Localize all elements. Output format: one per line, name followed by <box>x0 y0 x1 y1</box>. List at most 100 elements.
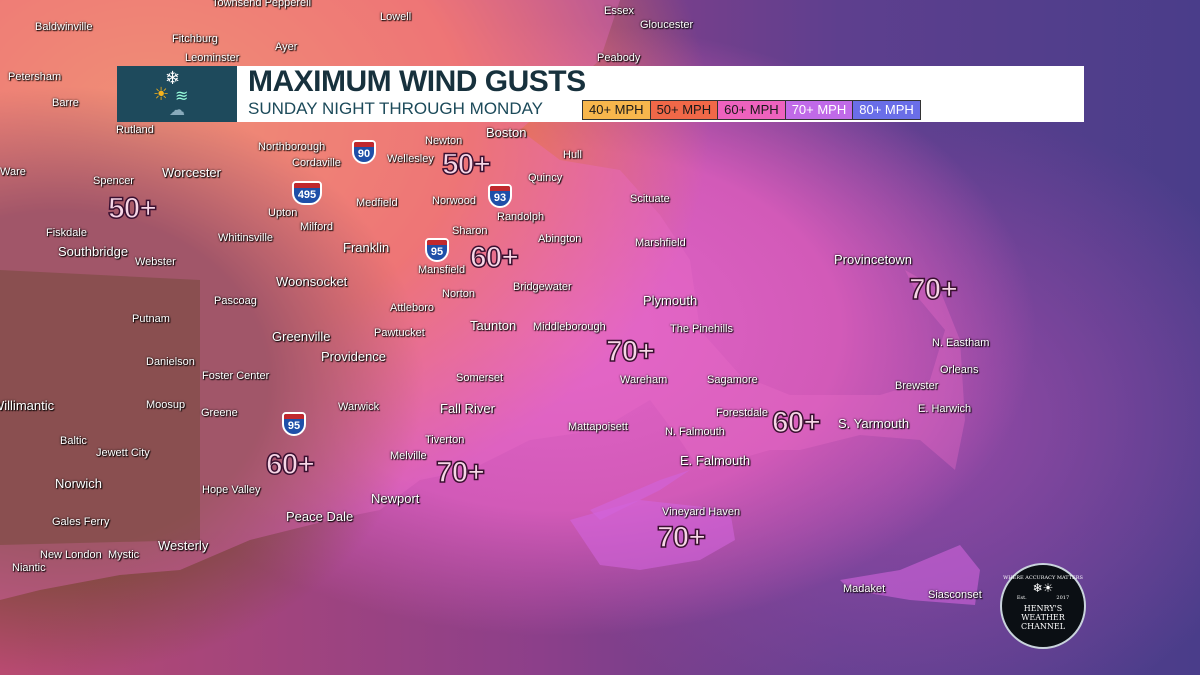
city-label: Gloucester <box>640 19 694 31</box>
city-label: Norton <box>442 288 476 300</box>
city-label: Wellesley <box>387 153 434 165</box>
city-label: Cordaville <box>292 157 341 169</box>
city-label: Fitchburg <box>172 33 218 45</box>
gust-label-60: 60+ <box>469 241 519 274</box>
city-label: Barre <box>52 97 79 109</box>
city-label: Boston <box>486 125 527 140</box>
logo-est: Est. <box>1016 595 1027 601</box>
city-label: Sharon <box>452 225 488 237</box>
rain-cloud-icon: ☁ <box>169 102 185 119</box>
interstate-shield: 90 <box>352 140 376 164</box>
city-label: Milford <box>300 221 334 233</box>
legend-50: 50+ MPH <box>650 101 719 119</box>
gust-label-60: 60+ <box>771 406 821 439</box>
city-label: Leominster <box>185 52 240 64</box>
city-label: Upton <box>268 207 298 219</box>
gust-legend: 40+ MPH 50+ MPH 60+ MPH 70+ MPH 80+ MPH <box>582 100 921 120</box>
city-label: Ware <box>0 166 26 178</box>
city-label: Niantic <box>12 562 46 574</box>
city-label: N. Falmouth <box>665 426 725 438</box>
city-label: Scituate <box>630 193 670 205</box>
city-label: Peace Dale <box>286 509 354 524</box>
city-label: Abington <box>538 233 582 245</box>
city-label: Mystic <box>108 549 140 561</box>
city-label: Rutland <box>116 124 154 136</box>
city-label: Greenville <box>272 329 331 344</box>
interstate-shield: 95 <box>425 238 449 262</box>
gust-label-70: 70+ <box>605 335 655 368</box>
city-label: Siasconset <box>928 589 982 601</box>
page-subtitle: SUNDAY NIGHT THROUGH MONDAY <box>248 99 544 118</box>
city-label: Medfield <box>356 197 398 209</box>
city-label: Southbridge <box>58 244 129 259</box>
city-label: Hope Valley <box>202 484 261 496</box>
city-label: Melville <box>390 450 427 462</box>
snowflake-icon: ❄ <box>165 68 181 88</box>
city-label: Lowell <box>380 11 412 23</box>
city-label: Hull <box>563 149 582 161</box>
city-label: Orleans <box>940 364 979 376</box>
city-label: Sagamore <box>707 374 758 386</box>
city-label: Bridgewater <box>513 281 572 293</box>
gust-label-70: 70+ <box>656 521 706 554</box>
city-label: Fiskdale <box>46 227 87 239</box>
city-label: Spencer <box>93 175 134 187</box>
city-label: Jewett City <box>96 447 150 459</box>
city-label: Vineyard Haven <box>662 506 741 518</box>
city-label: Somerset <box>456 372 504 384</box>
city-label: Fall River <box>440 401 495 416</box>
city-label: Forestdale <box>716 407 768 419</box>
city-label: The Pinehills <box>670 323 733 335</box>
city-label: Westerly <box>158 538 209 553</box>
sun-icon: ☀ <box>153 84 170 104</box>
city-label: Madaket <box>843 583 886 595</box>
city-label: N. Eastham <box>932 337 990 349</box>
city-label: Willimantic <box>0 398 55 413</box>
city-label: Whitinsville <box>218 232 274 244</box>
legend-60: 60+ MPH <box>718 101 786 119</box>
gust-label-70: 70+ <box>435 456 485 489</box>
gust-label-50: 50+ <box>107 192 157 225</box>
city-label: Townsend Pepperell <box>212 0 312 9</box>
logo-year: 2017 <box>1056 595 1070 601</box>
city-label: Peabody <box>597 52 641 64</box>
legend-70: 70+ MPH <box>785 101 854 119</box>
city-label: S. Yarmouth <box>838 416 910 431</box>
page-title: MAXIMUM WIND GUSTS <box>248 65 586 98</box>
legend-40: 40+ MPH <box>583 101 651 119</box>
logo-weather-icon: ❄☀ <box>1032 581 1054 595</box>
weather-icon: ❄ ☀ ≋ ☁ <box>117 66 237 122</box>
city-label: Greene <box>201 407 238 419</box>
city-label: Moosup <box>146 399 186 411</box>
city-label: Mansfield <box>418 264 466 276</box>
city-label: Baltic <box>60 435 87 447</box>
city-label: Tiverton <box>425 434 465 446</box>
city-label: Quincy <box>528 172 563 184</box>
city-label: Marshfield <box>635 237 686 249</box>
city-label: Randolph <box>497 211 545 223</box>
city-label: Webster <box>135 256 176 268</box>
city-label: E. Harwich <box>918 403 972 415</box>
city-label: Danielson <box>146 356 195 368</box>
city-label: Taunton <box>470 318 517 333</box>
city-label: Petersham <box>8 71 62 83</box>
city-label: Middleborough <box>533 321 606 333</box>
city-label: Newton <box>425 135 463 147</box>
henrys-weather-channel-logo: WHERE ACCURACY MATTERS ❄☀ Est. 2017 HENRY… <box>1000 563 1086 649</box>
city-label: Norwich <box>55 476 102 491</box>
city-label: Newport <box>371 491 420 506</box>
city-label: Wareham <box>620 374 668 386</box>
city-label: Norwood <box>432 195 477 207</box>
city-label: Northborough <box>258 141 326 153</box>
city-label: Brewster <box>895 380 939 392</box>
logo-name: HENRY'S WEATHER <box>1021 604 1065 622</box>
city-label: Foster Center <box>202 370 270 382</box>
city-label: Pawtucket <box>374 327 425 339</box>
city-label: Putnam <box>132 313 170 325</box>
gust-label-50: 50+ <box>441 148 491 181</box>
logo-name: CHANNEL <box>1020 622 1066 631</box>
city-label: Gales Ferry <box>52 516 110 528</box>
city-label: Worcester <box>162 165 221 180</box>
city-label: Essex <box>604 5 634 17</box>
